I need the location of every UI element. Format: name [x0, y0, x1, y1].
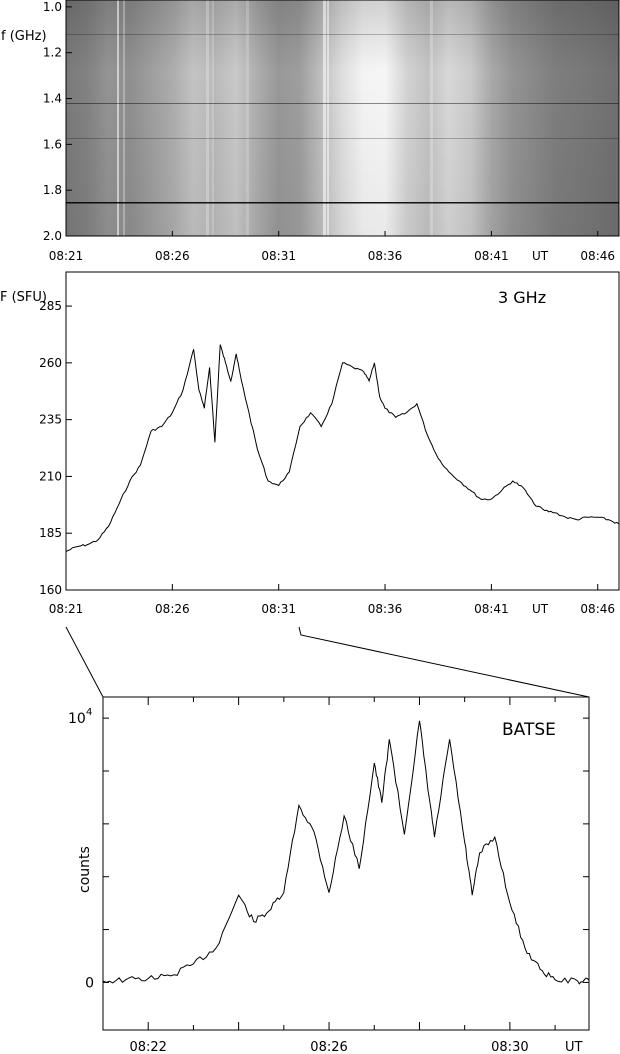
spectrogram-x-tick-label: 08:31 [261, 249, 296, 263]
spectrogram-y-tick-label: 1.6 [43, 137, 62, 151]
batse-x-ticks: 08:22 08:26 08:30 [102, 697, 556, 1054]
flux-y-label: F (SFU) [0, 290, 47, 305]
spectrogram-x-tick-label: 08:36 [368, 249, 403, 263]
spectrogram-x-tick-label: 08:46 [580, 249, 615, 263]
spectrogram-frame [65, 0, 620, 237]
flux-annotation: 3 GHz [498, 288, 546, 307]
flux-x-ticks: 08:21 08:26 08:31 08:36 08:41 08:46 [49, 584, 615, 616]
spectrogram-y-tick-label: 1.2 [43, 46, 62, 60]
spectrogram-x-tick-label: 08:41 [474, 249, 509, 263]
flux-y-tick-label: 185 [39, 526, 62, 540]
flux-x-tick-label: 08:21 [49, 602, 84, 616]
flux-y-tick-label: 260 [39, 356, 62, 370]
flux-x-tick-label: 08:46 [580, 602, 615, 616]
spectrogram-streak [117, 0, 119, 236]
batse-y-top-tick-exponent: 4 [86, 707, 92, 718]
spectrogram-y-tick-label: 1.0 [43, 0, 62, 14]
batse-x-tick-label: 08:22 [129, 1040, 166, 1054]
batse-annotation: BATSE [502, 720, 556, 740]
batse-x-tick-label: 08:30 [491, 1040, 528, 1054]
spectrogram-streak [123, 0, 125, 236]
spectrogram-streak [430, 0, 433, 236]
spectrogram-streak [327, 0, 329, 236]
spectrogram-y-tick-label: 1.8 [43, 183, 62, 197]
flux-x-tick-label: 08:41 [474, 602, 509, 616]
flux-y-ticks: 160 185 210 235 260 285 [39, 299, 72, 597]
flux-x-tick-label: 08:26 [155, 602, 190, 616]
batse-y-ticks: 0 10 4 [68, 707, 589, 991]
spectrogram-x-tick-label: 08:21 [49, 249, 84, 263]
spectrogram-x-tick-label: 08:26 [155, 249, 190, 263]
flux-series-line [65, 344, 620, 552]
zoom-connector-right [298, 626, 590, 698]
zoom-connector-left [65, 626, 104, 698]
batse-panel: counts BATSE 0 10 4 08:22 08:26 08:30 UT [68, 696, 590, 1054]
spectrogram-band [66, 138, 619, 139]
flux-frame [65, 271, 620, 591]
spectrogram-y-tick-label: 1.4 [43, 92, 62, 106]
batse-y-top-tick-label: 10 [68, 711, 86, 727]
spectrogram-lines [66, 0, 619, 236]
spectrogram-streak [323, 0, 326, 236]
batse-y-label: counts [77, 846, 93, 893]
batse-x-tick-label: 08:26 [310, 1040, 347, 1054]
batse-series-line [102, 720, 590, 985]
batse-y-tick-label: 0 [85, 975, 94, 991]
spectrogram-y-label: f (GHz) [1, 29, 47, 44]
spectrogram-x-unit: UT [532, 249, 549, 263]
batse-x-unit: UT [565, 1040, 583, 1054]
spectrogram-streak [212, 0, 214, 236]
flux-x-tick-label: 08:36 [368, 602, 403, 616]
batse-frame [102, 696, 590, 1031]
spectrogram-y-ticks: 1.0 1.2 1.4 1.6 1.8 2.0 [43, 0, 72, 243]
spectrogram-y-tick-label: 2.0 [43, 229, 62, 243]
spectrogram-shading [66, 0, 619, 236]
flux-y-tick-label: 160 [39, 583, 62, 597]
spectrogram-band [66, 34, 619, 35]
spectrogram-band [66, 202, 619, 204]
spectrogram-streak [246, 0, 249, 236]
flux-x-unit: UT [532, 602, 549, 616]
spectrogram-x-ticks: 08:21 08:26 08:31 08:36 08:41 08:46 [49, 231, 615, 263]
spectrogram-streak [206, 0, 209, 236]
flux-x-tick-label: 08:31 [261, 602, 296, 616]
zoom-connectors [65, 626, 590, 698]
spectrogram-band [66, 103, 619, 104]
flux-y-tick-label: 285 [39, 299, 62, 313]
flux-y-tick-label: 210 [39, 469, 62, 483]
flux-y-tick-label: 235 [39, 413, 62, 427]
spectrogram-panel: f (GHz) 1.01.21.41.61.82.0 08:21 08:26 08:… [1, 0, 620, 263]
